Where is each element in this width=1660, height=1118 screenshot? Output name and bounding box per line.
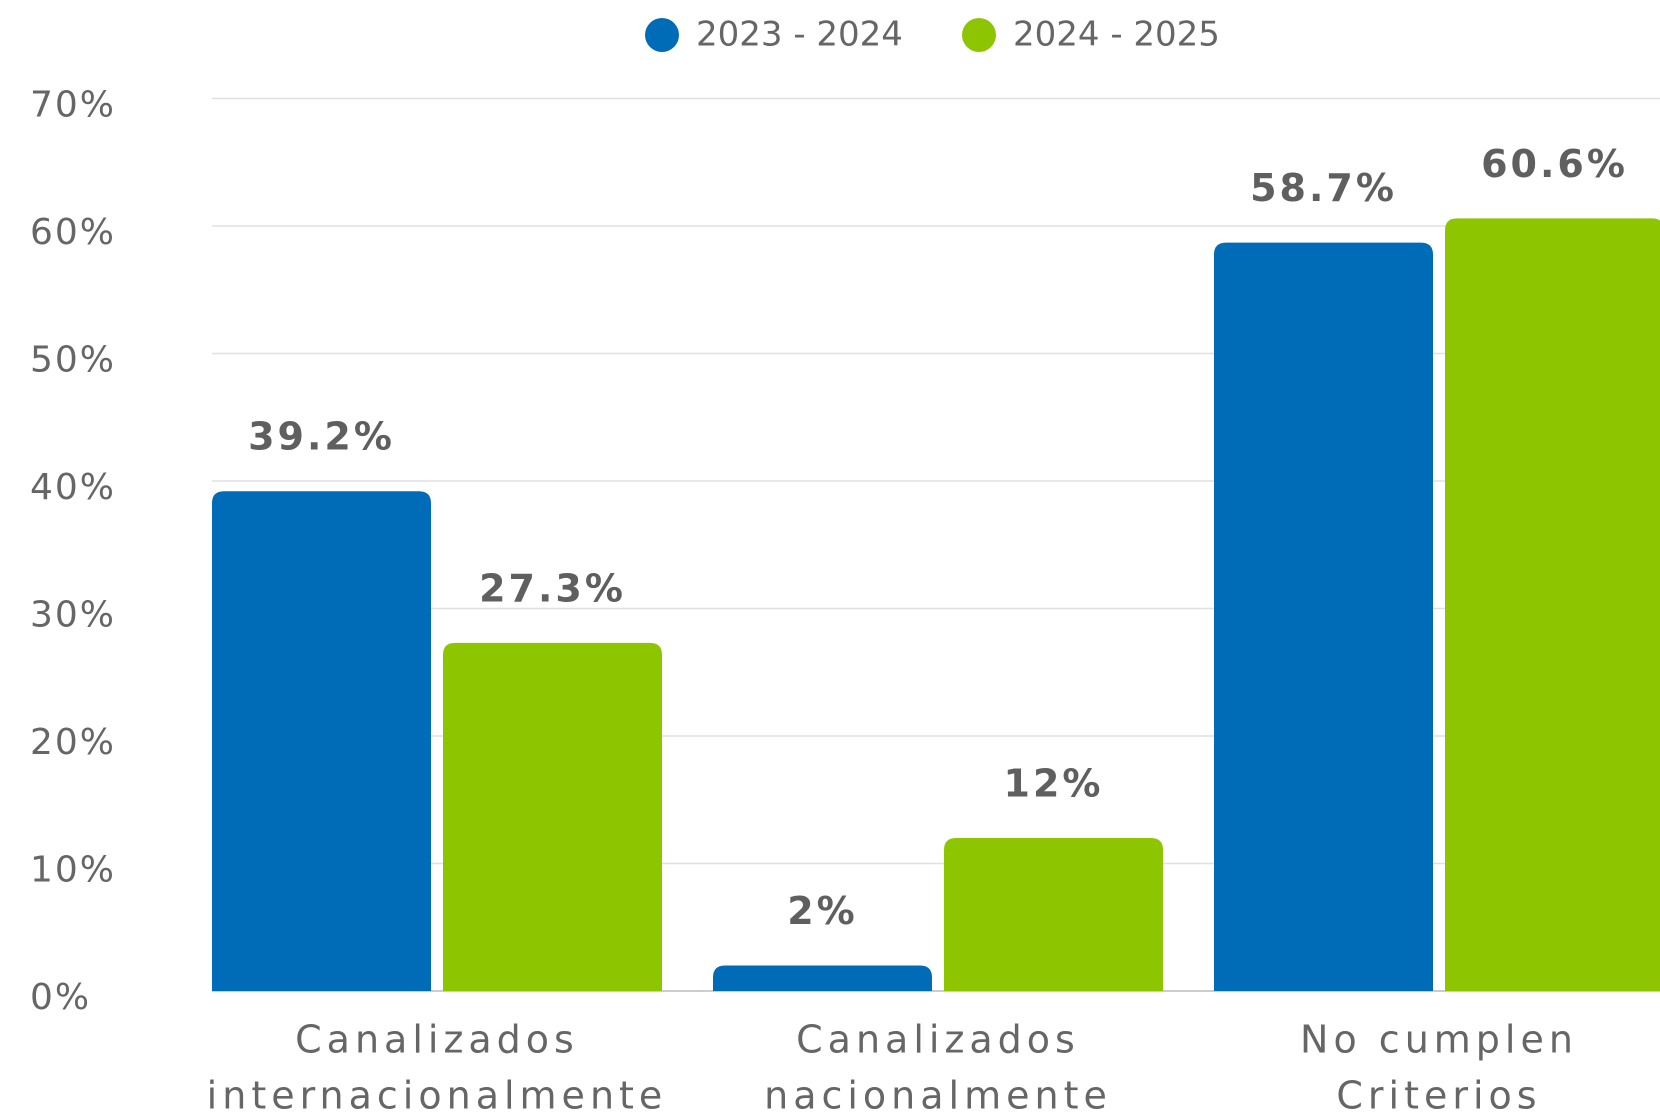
x-tick-label: No cumplen xyxy=(1300,1018,1578,1062)
x-tick-label: internacionalmente xyxy=(207,1074,668,1118)
y-tick-label: 20% xyxy=(30,722,116,763)
y-tick-label: 60% xyxy=(30,212,116,253)
legend-swatch xyxy=(962,18,996,52)
x-tick-label: Canalizados xyxy=(796,1018,1080,1062)
y-tick-label: 10% xyxy=(30,850,116,891)
bar xyxy=(944,838,1163,991)
data-label: 39.2% xyxy=(248,415,395,459)
bar xyxy=(713,965,932,991)
legend-label: 2024 - 2025 xyxy=(1013,15,1220,55)
data-label: 27.3% xyxy=(479,566,626,610)
data-label: 12% xyxy=(1004,762,1104,806)
y-tick-label: 40% xyxy=(30,467,116,508)
y-tick-label: 50% xyxy=(30,340,116,381)
data-label: 2% xyxy=(787,889,858,933)
y-tick-label: 30% xyxy=(30,595,116,636)
legend-label: 2023 - 2024 xyxy=(696,15,903,55)
bar xyxy=(1445,218,1660,991)
data-label: 58.7% xyxy=(1250,166,1397,210)
y-tick-label: 70% xyxy=(30,85,116,126)
x-tick-label: Criterios xyxy=(1336,1074,1541,1118)
x-tick-label: Canalizados xyxy=(295,1018,579,1062)
bar xyxy=(443,642,662,991)
legend-swatch xyxy=(645,18,679,52)
bar xyxy=(1214,242,1433,991)
data-label: 60.6% xyxy=(1481,142,1628,186)
x-tick-label: nacionalmente xyxy=(764,1074,1112,1118)
y-tick-label: 0% xyxy=(30,977,91,1018)
bar xyxy=(212,491,431,991)
